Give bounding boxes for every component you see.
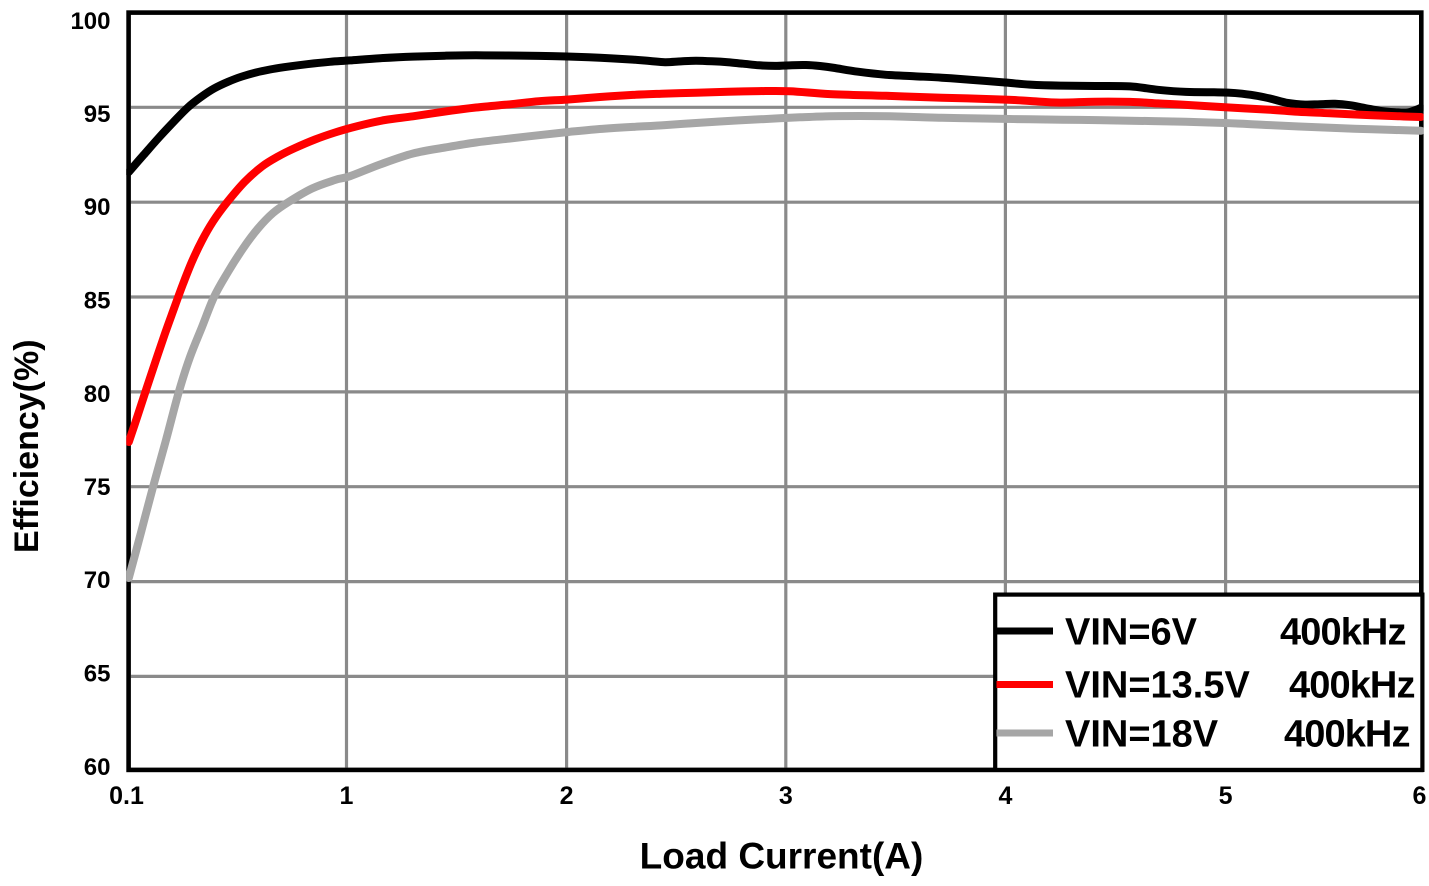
svg-text:80: 80: [84, 381, 111, 408]
svg-text:1: 1: [340, 782, 354, 810]
svg-text:100: 100: [70, 8, 110, 35]
svg-text:75: 75: [84, 474, 111, 501]
svg-text:0.1: 0.1: [109, 782, 144, 810]
svg-text:4: 4: [998, 782, 1012, 810]
svg-text:65: 65: [84, 661, 111, 688]
svg-text:400kHz: 400kHz: [1280, 612, 1406, 654]
svg-text:60: 60: [84, 754, 111, 781]
svg-text:Load Current(A): Load Current(A): [640, 836, 924, 877]
svg-text:VIN=18V: VIN=18V: [1065, 714, 1219, 756]
svg-text:70: 70: [84, 567, 111, 594]
svg-text:Efficiency(%): Efficiency(%): [8, 339, 46, 553]
svg-text:5: 5: [1219, 782, 1233, 810]
svg-text:VIN=6V: VIN=6V: [1065, 612, 1198, 654]
svg-text:2: 2: [560, 782, 574, 810]
svg-text:6: 6: [1413, 782, 1427, 810]
svg-text:3: 3: [779, 782, 793, 810]
svg-text:400kHz: 400kHz: [1289, 665, 1415, 707]
svg-text:VIN=13.5V: VIN=13.5V: [1065, 665, 1250, 707]
svg-text:95: 95: [84, 101, 111, 128]
svg-text:85: 85: [84, 288, 111, 315]
svg-text:90: 90: [84, 194, 111, 221]
svg-text:400kHz: 400kHz: [1284, 714, 1410, 756]
